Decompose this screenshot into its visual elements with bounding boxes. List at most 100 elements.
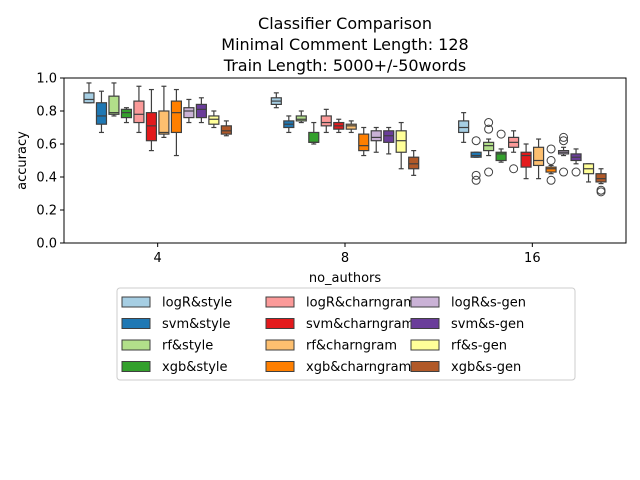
box-xgb&style-8 <box>308 121 320 145</box>
y-tick-label: 0.4 <box>36 171 57 186</box>
box-iqr <box>158 110 170 135</box>
box-rf&style-16 <box>483 118 495 177</box>
box-iqr <box>145 112 158 142</box>
box-logR&charngram-8 <box>320 108 332 134</box>
box-logR&s-gen-16 <box>557 132 570 177</box>
outlier-point <box>546 144 556 154</box>
box-iqr <box>458 120 470 134</box>
box-iqr <box>545 166 557 173</box>
outlier-point <box>509 164 519 174</box>
box-iqr <box>170 100 182 134</box>
outlier-point <box>471 175 481 185</box>
legend-label: logR&s-gen <box>451 296 526 311</box>
legend-label: rf&s-gen <box>451 339 507 354</box>
y-tick-label: 0.2 <box>36 204 57 219</box>
outlier-point <box>484 167 494 177</box>
outlier-point <box>546 156 556 165</box>
legend-swatch <box>265 296 295 308</box>
legend-swatch <box>410 318 440 329</box>
y-tick-label: 1.0 <box>36 72 57 87</box>
box-iqr <box>358 133 370 152</box>
outlier-point <box>471 170 481 180</box>
legend-label: xgb&charngram <box>306 360 411 375</box>
outlier-point <box>559 136 569 146</box>
x-tick-label: 4 <box>154 251 162 266</box>
box-svm&charngram-8 <box>333 118 345 134</box>
box-iqr <box>108 95 120 115</box>
box-xgb&s-gen-4 <box>220 120 232 137</box>
chart-title-line-1: Classifier Comparison <box>258 14 432 33</box>
box-iqr <box>95 102 108 125</box>
box-iqr <box>133 100 145 124</box>
box-iqr <box>308 131 320 143</box>
box-iqr <box>395 130 407 153</box>
box-logR&style-16 <box>458 112 470 143</box>
box-iqr <box>120 108 133 119</box>
box-iqr <box>483 141 495 152</box>
legend-swatch <box>265 361 295 372</box>
outlier-point <box>596 185 606 195</box>
legend: logR&style svm&style rf&style xgb&style logR… <box>116 287 576 381</box>
box-svm&s-gen-4 <box>195 97 207 124</box>
box-xgb&charngram-4 <box>170 88 182 157</box>
box-iqr <box>220 125 232 135</box>
legend-label: svm&style <box>162 317 230 332</box>
box-rf&charngram-8 <box>345 120 357 134</box>
box-iqr <box>345 123 357 130</box>
box-rf&s-gen-4 <box>208 110 220 129</box>
box-logR&charngram-16 <box>508 130 520 174</box>
outlier-point <box>496 129 506 139</box>
box-xgb&s-gen-16 <box>595 168 607 197</box>
box-rf&charngram-4 <box>158 85 170 138</box>
y-tick-label: 0.8 <box>36 105 57 120</box>
box-rf&style-8 <box>295 110 307 124</box>
box-svm&style-4 <box>95 90 108 134</box>
x-tick-label: 16 <box>524 251 541 266</box>
outlier-point <box>559 167 569 177</box>
box-iqr <box>408 156 420 170</box>
box-logR&s-gen-8 <box>370 126 382 153</box>
y-tick-label: 0.6 <box>36 138 57 153</box>
chart-title-line-3: Train Length: 5000+/-50words <box>223 56 466 75</box>
x-tick-label: 8 <box>341 251 349 266</box>
box-svm&style-16 <box>470 136 482 185</box>
y-axis-label: accuracy <box>15 131 30 190</box>
box-svm&charngram-16 <box>520 143 532 180</box>
box-iqr <box>495 151 507 162</box>
box-rf&style-4 <box>108 82 120 117</box>
outlier-point <box>559 132 569 142</box>
legend-label: xgb&s-gen <box>451 360 521 375</box>
x-axis: 4 8 16 <box>154 243 541 266</box>
legend-swatch <box>121 339 151 351</box>
outlier-point <box>471 136 481 146</box>
box-xgb&style-4 <box>120 107 133 124</box>
legend-swatch <box>265 318 295 329</box>
box-iqr <box>520 151 532 168</box>
box-logR&charngram-4 <box>133 85 145 134</box>
outlier-point <box>484 118 494 128</box>
box-rf&s-gen-16 <box>582 163 595 183</box>
box-iqr <box>83 92 95 104</box>
box-svm&s-gen-16 <box>570 148 582 177</box>
legend-swatch <box>121 361 151 372</box>
box-xgb&s-gen-8 <box>408 150 420 176</box>
legend-swatch <box>121 318 151 329</box>
box-iqr <box>470 151 482 158</box>
legend-swatch <box>410 296 440 308</box>
outlier-point <box>571 167 581 177</box>
box-svm&s-gen-8 <box>383 126 395 155</box>
y-axis: 0.0 0.2 0.4 0.6 0.8 1.0 <box>36 72 64 252</box>
legend-label: rf&charngram <box>306 339 397 354</box>
box-xgb&charngram-8 <box>358 126 370 157</box>
box-svm&style-8 <box>283 115 295 134</box>
x-axis-label: no_authors <box>309 271 382 286</box>
box-iqr <box>295 115 307 122</box>
box-svm&charngram-4 <box>145 88 158 152</box>
legend-swatch <box>121 296 151 308</box>
box-logR&s-gen-4 <box>183 98 195 124</box>
legend-label: svm&charngram <box>306 317 414 332</box>
legend-label: logR&style <box>162 296 232 311</box>
box-xgb&charngram-16 <box>545 144 557 185</box>
box-rf&charngram-16 <box>532 138 545 180</box>
box-iqr <box>595 173 607 183</box>
